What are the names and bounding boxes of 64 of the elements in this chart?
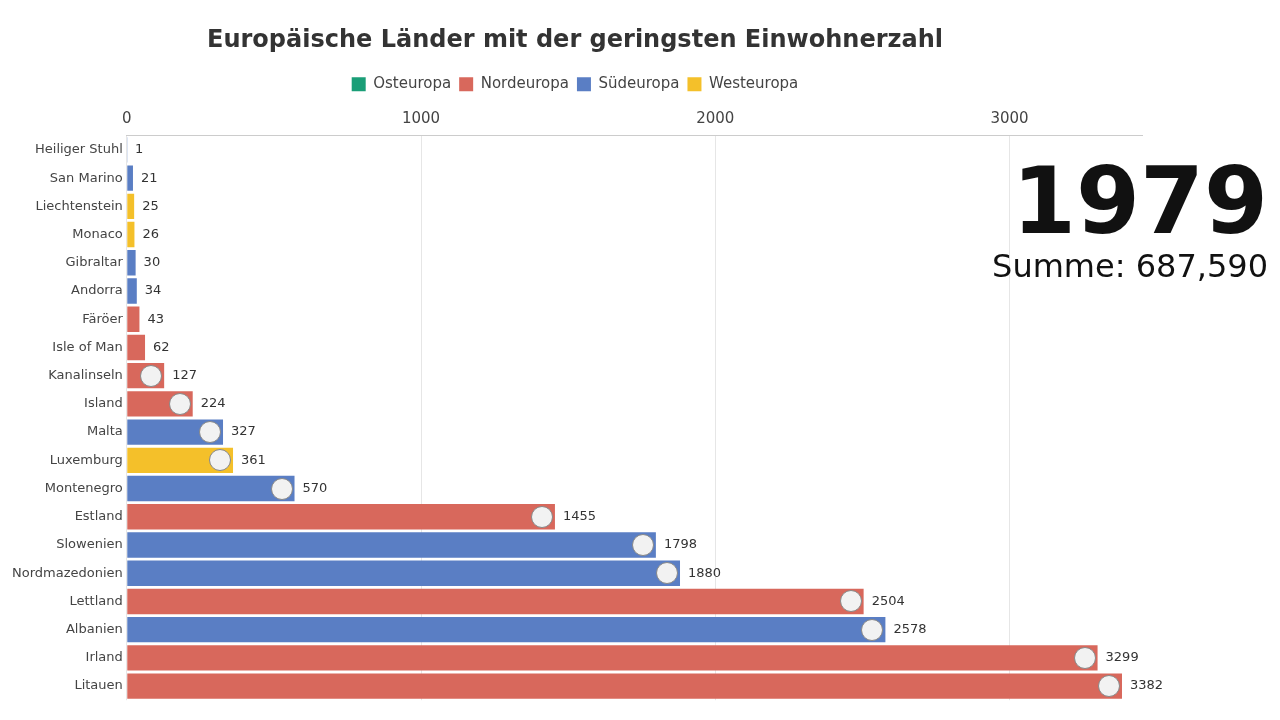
x-tick-label: 2000	[696, 108, 735, 127]
data-label: 224	[200, 395, 226, 411]
data-label: 327	[231, 423, 256, 439]
bar	[127, 560, 681, 586]
y-tick-label: Monaco	[72, 225, 123, 241]
y-tick-label: Lettland	[69, 592, 123, 608]
bar	[127, 165, 133, 191]
bar	[127, 334, 146, 361]
x-tick-label: 1000	[401, 108, 441, 127]
y-tick-label: Irland	[85, 649, 123, 665]
y-tick-label: San Marino	[49, 169, 123, 185]
data-label: 127	[172, 367, 197, 383]
bar	[127, 504, 555, 530]
y-tick-label: Litauen	[74, 677, 123, 693]
y-tick-label: Estland	[74, 508, 123, 524]
bar	[127, 475, 295, 502]
bar	[127, 250, 136, 276]
bar	[127, 221, 135, 248]
legend-label: Südeuropa	[598, 74, 680, 93]
data-label: 361	[241, 451, 266, 467]
y-tick-label: Gibraltar	[65, 254, 124, 270]
data-label: 1455	[562, 508, 597, 524]
y-tick-label: Albanien	[65, 621, 123, 637]
x-tick-label: 0	[122, 108, 132, 127]
data-label: 21	[140, 169, 158, 185]
y-tick-label: Heiliger Stuhl	[35, 141, 123, 157]
data-label: 1798	[663, 536, 697, 552]
bar	[127, 306, 140, 332]
data-label: 62	[153, 338, 170, 354]
bar	[127, 532, 656, 558]
data-label: 2578	[893, 621, 927, 637]
data-label: 43	[147, 310, 164, 326]
data-label: 1880	[688, 564, 722, 580]
bar	[127, 645, 1098, 671]
bar	[127, 193, 135, 220]
y-tick-label: Island	[84, 395, 123, 411]
y-tick-label: Luxemburg	[49, 451, 123, 467]
y-tick-label: Färöer	[82, 310, 124, 326]
legend-label: Osteuropa	[373, 74, 452, 93]
x-tick-label: 3000	[990, 108, 1029, 127]
bar	[127, 588, 864, 615]
bar	[127, 616, 886, 643]
legend-label: Westeuropa	[708, 74, 799, 93]
y-tick-label: Isle of Man	[52, 338, 123, 354]
data-label: 30	[143, 254, 161, 270]
data-label: 3299	[1105, 649, 1139, 665]
data-label: 25	[142, 197, 159, 213]
legend-label: Nordeuropa	[480, 74, 569, 93]
data-label: 3382	[1129, 677, 1164, 693]
bar	[127, 673, 1122, 699]
data-label: 34	[144, 282, 162, 298]
y-tick-label: Nordmazedonien	[12, 564, 123, 580]
y-tick-label: Slowenien	[56, 536, 123, 552]
chart-title: Europäische Länder mit der geringsten Einwohnerzahl	[207, 24, 943, 53]
data-label: 570	[302, 479, 328, 495]
y-tick-label: Andorra	[71, 282, 123, 298]
data-label: 2504	[871, 592, 905, 608]
y-tick-label: Kanalinseln	[48, 367, 123, 383]
y-tick-label: Malta	[86, 423, 123, 439]
data-label: 26	[142, 225, 159, 241]
data-label: 1	[135, 141, 144, 157]
y-tick-label: Montenegro	[44, 479, 123, 495]
y-tick-label: Liechtenstein	[35, 197, 123, 213]
bar	[127, 278, 137, 304]
